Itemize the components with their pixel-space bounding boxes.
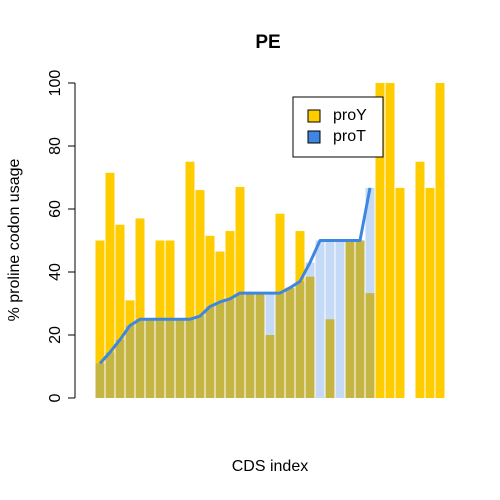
- bar: [275, 213, 285, 398]
- bar: [225, 231, 235, 398]
- bar: [105, 352, 115, 398]
- bar: [315, 240, 325, 398]
- legend-swatch: [307, 130, 321, 144]
- bar: [385, 83, 395, 398]
- bar: [425, 187, 435, 398]
- bar: [125, 300, 135, 398]
- bar: [115, 339, 125, 398]
- y-tick-label: 40: [47, 263, 64, 281]
- legend-label: proY: [333, 107, 367, 124]
- bar: [355, 240, 365, 398]
- bar: [135, 218, 145, 398]
- y-tick-label: 100: [47, 70, 64, 97]
- bar: [435, 83, 445, 398]
- y-tick-label: 60: [47, 200, 64, 218]
- legend-label: proT: [333, 128, 366, 145]
- bar: [395, 187, 405, 398]
- bar: [285, 287, 295, 398]
- y-tick-label: 0: [47, 393, 64, 402]
- bar: [415, 161, 425, 398]
- bar: [165, 319, 175, 398]
- bar: [195, 190, 205, 398]
- bar: [325, 240, 335, 398]
- bar: [255, 293, 265, 398]
- bar: [355, 240, 365, 398]
- bar: [255, 293, 265, 398]
- bar: [365, 293, 375, 398]
- line: [98, 187, 372, 365]
- bar: [265, 335, 275, 398]
- bar: [285, 287, 295, 398]
- y-tick-label: 80: [47, 137, 64, 155]
- y-tick-label: 20: [47, 326, 64, 344]
- bar: [135, 319, 145, 398]
- bar: [95, 363, 105, 398]
- bar: [375, 83, 385, 398]
- bar: [345, 240, 355, 398]
- bar: [145, 319, 155, 398]
- bar: [205, 306, 215, 398]
- legend-box: [292, 96, 384, 158]
- bar: [235, 293, 245, 398]
- bar: [305, 276, 315, 398]
- bar: [245, 293, 255, 398]
- bar: [115, 224, 125, 398]
- bar: [265, 293, 275, 398]
- y-axis-label: % proline codon usage: [6, 159, 23, 322]
- bar: [175, 319, 185, 398]
- bar: [305, 262, 315, 398]
- bar: [125, 325, 135, 398]
- bar: [325, 319, 335, 398]
- bar: [225, 298, 235, 398]
- bar: [365, 187, 375, 398]
- bar: [105, 172, 115, 398]
- bar: [195, 316, 205, 398]
- bar: [275, 293, 285, 398]
- bar: [155, 319, 165, 398]
- x-axis-label: CDS index: [232, 458, 308, 475]
- bar: [205, 235, 215, 398]
- bar: [215, 251, 225, 398]
- bar: [295, 281, 305, 398]
- bar: [145, 319, 155, 398]
- bar: [185, 161, 195, 398]
- chart-title: PE: [255, 32, 280, 53]
- bar: [245, 293, 255, 398]
- bar: [185, 319, 195, 398]
- bar: [335, 240, 345, 398]
- bar: [175, 319, 185, 398]
- legend-swatch: [307, 109, 321, 123]
- bar: [95, 240, 105, 398]
- bar: [295, 231, 305, 398]
- bar: [345, 240, 355, 398]
- bar: [215, 301, 225, 398]
